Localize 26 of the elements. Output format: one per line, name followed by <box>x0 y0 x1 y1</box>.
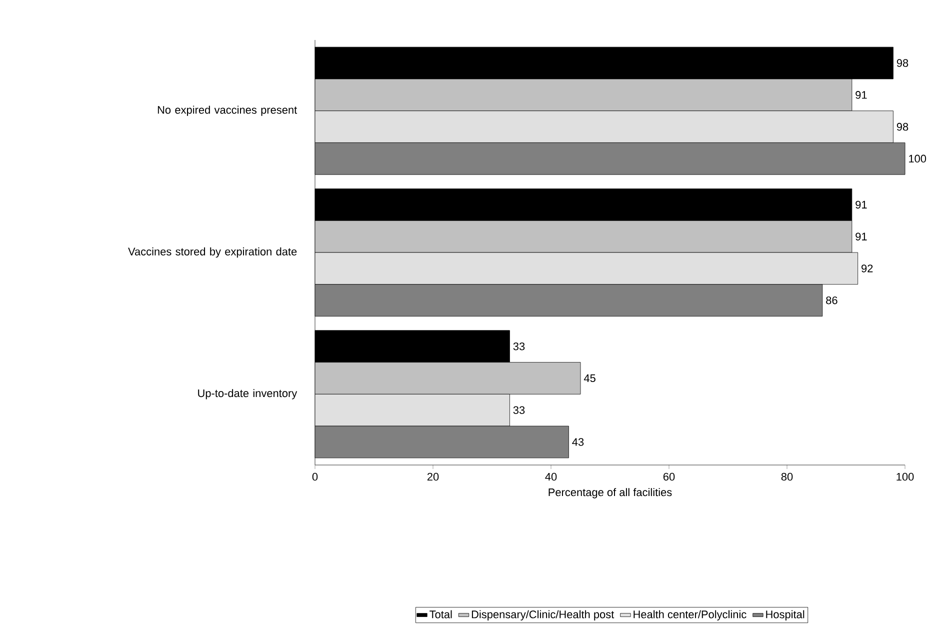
data-label: 33 <box>513 406 525 414</box>
y-tick-label: Vaccines stored by expiration date <box>128 247 297 258</box>
data-label: 33 <box>513 342 525 350</box>
data-label: 91 <box>856 91 867 99</box>
x-tick-label: 60 <box>663 472 675 481</box>
x-tick-label: 40 <box>545 472 557 481</box>
legend-label: Dispensary/Clinic/Health post <box>472 610 614 620</box>
y-tick-label: No expired vaccines present <box>158 106 298 116</box>
data-label: 86 <box>826 296 838 304</box>
data-label: 100 <box>909 154 926 163</box>
data-label: 91 <box>856 232 867 240</box>
data-label: 92 <box>862 264 873 272</box>
data-label: 91 <box>856 200 867 209</box>
data-label: 98 <box>896 122 908 131</box>
x-tick-label: 80 <box>781 472 793 481</box>
data-label: 43 <box>572 438 584 446</box>
data-label: 98 <box>896 59 908 67</box>
legend-label: Hospital <box>766 610 804 620</box>
x-tick-label: 100 <box>896 472 914 481</box>
y-tick-label: Up-to-date inventory <box>198 389 298 400</box>
data-label: 45 <box>584 374 596 382</box>
x-tick-label: 20 <box>427 472 439 481</box>
x-axis-title: Percentage of all facilities <box>548 488 672 498</box>
legend-label: Total <box>430 610 452 618</box>
x-tick-label: 0 <box>312 472 318 481</box>
legend-label: Health center/Polyclinic <box>634 610 746 620</box>
